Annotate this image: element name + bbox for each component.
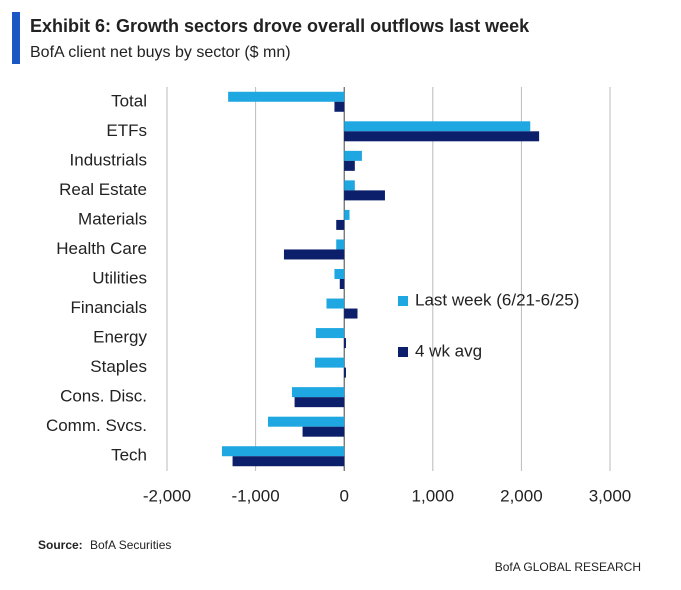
bar xyxy=(334,101,345,112)
x-tick-label: 0 xyxy=(339,486,348,505)
bar xyxy=(336,239,345,250)
chart-title: Exhibit 6: Growth sectors drove overall … xyxy=(30,16,530,36)
y-tick-label: Comm. Svcs. xyxy=(46,416,147,435)
y-tick-label: Tech xyxy=(111,446,147,465)
bar xyxy=(315,328,345,339)
bar xyxy=(344,190,385,201)
x-tick-label: -2,000 xyxy=(143,486,191,505)
y-tick-label: Industrials xyxy=(70,150,147,169)
y-tick-label: Total xyxy=(111,91,147,110)
x-tick-label: 2,000 xyxy=(500,486,543,505)
x-tick-label: 1,000 xyxy=(412,486,455,505)
source-label: Source: xyxy=(38,538,83,552)
bar xyxy=(339,279,345,289)
bar xyxy=(344,160,355,171)
bar xyxy=(344,150,362,161)
y-tick-label: Energy xyxy=(93,328,147,347)
bar xyxy=(283,249,345,260)
bar xyxy=(344,338,346,349)
bar xyxy=(326,298,345,309)
y-tick-label: Utilities xyxy=(92,268,147,287)
bar xyxy=(232,456,345,467)
bar xyxy=(336,219,345,230)
bar xyxy=(344,308,358,319)
bar xyxy=(228,91,345,102)
bar xyxy=(268,416,345,427)
bar xyxy=(344,131,540,142)
bar xyxy=(344,121,531,132)
x-tick-label: -1,000 xyxy=(231,486,279,505)
title-accent xyxy=(12,12,20,64)
y-tick-label: Real Estate xyxy=(59,180,147,199)
legend-label: 4 wk avg xyxy=(415,341,482,360)
bar xyxy=(221,446,345,457)
y-tick-label: Financials xyxy=(70,298,147,317)
x-tick-label: 3,000 xyxy=(589,486,632,505)
legend-swatch xyxy=(398,296,408,306)
bar xyxy=(334,269,345,279)
bar xyxy=(344,367,346,378)
chart-subtitle: BofA client net buys by sector ($ mn) xyxy=(30,44,291,61)
y-tick-label: Health Care xyxy=(56,239,147,258)
bar xyxy=(302,426,345,437)
y-tick-label: Materials xyxy=(78,209,147,228)
bar xyxy=(294,397,345,408)
bar xyxy=(344,209,350,220)
footer: BofA GLOBAL RESEARCH xyxy=(495,560,641,574)
bar xyxy=(344,180,355,191)
source-text: BofA Securities xyxy=(90,538,171,552)
legend-swatch xyxy=(398,347,408,357)
y-tick-label: Cons. Disc. xyxy=(60,387,147,406)
bar xyxy=(291,387,345,398)
y-tick-label: Staples xyxy=(90,357,147,376)
y-tick-label: ETFs xyxy=(106,121,147,140)
bar xyxy=(314,357,345,368)
legend-label: Last week (6/21-6/25) xyxy=(415,290,579,309)
